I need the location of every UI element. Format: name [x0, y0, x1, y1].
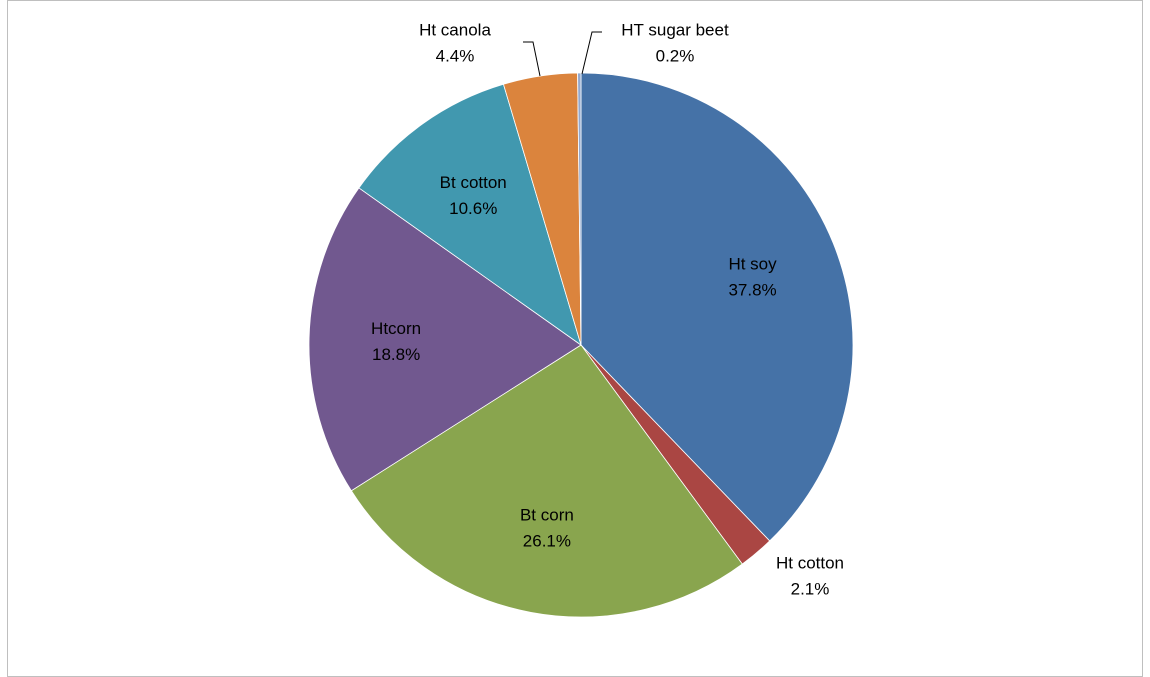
pie-slice	[350, 344, 743, 618]
slice-label: Ht canola	[419, 20, 491, 39]
slice-value-label: 10.6%	[449, 199, 497, 218]
leader-line	[581, 31, 602, 75]
slice-label: Htcorn	[371, 319, 421, 338]
slice-value-label: 26.1%	[523, 531, 571, 550]
slice-label: Bt corn	[520, 505, 574, 524]
slice-label: Ht cotton	[776, 553, 844, 572]
slice-label: Ht soy	[728, 254, 777, 273]
slice-value-label: 0.2%	[656, 46, 695, 65]
slice-value-label: 18.8%	[372, 345, 420, 364]
slice-value-label: 2.1%	[791, 579, 830, 598]
slice-label: HT sugar beet	[621, 20, 729, 39]
pie-slice	[577, 72, 582, 346]
pie-slice	[358, 83, 582, 346]
slice-label: Bt cotton	[440, 173, 507, 192]
slice-value-label: 4.4%	[436, 46, 475, 65]
pie-slice	[308, 187, 582, 492]
pie-slice	[580, 72, 854, 542]
leader-line	[523, 41, 541, 77]
slice-value-label: 37.8%	[728, 280, 776, 299]
